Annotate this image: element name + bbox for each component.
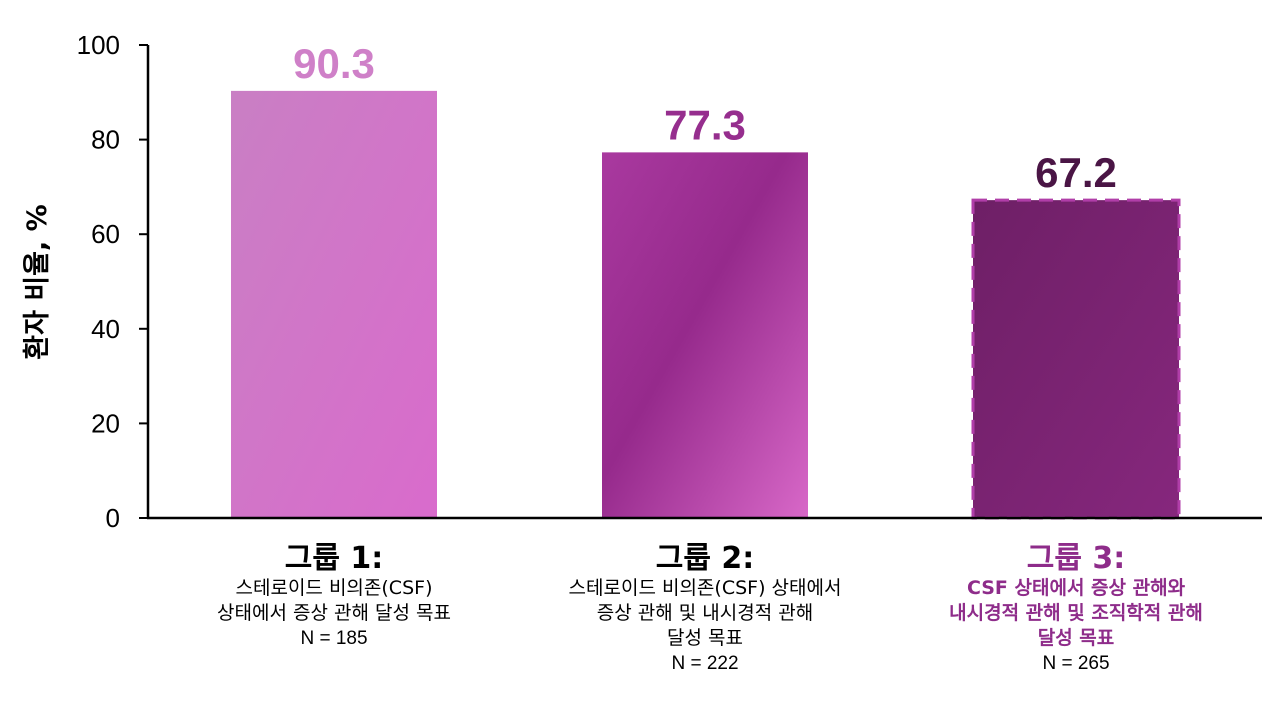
category-description-line: 달성 목표 bbox=[667, 627, 743, 649]
value-label-group-3: 67.2 bbox=[1035, 149, 1117, 196]
category-description-line: 상태에서 증상 관해 달성 목표 bbox=[217, 602, 451, 624]
sample-size-label: N = 265 bbox=[1042, 653, 1110, 674]
category-title: 그룹 1: bbox=[284, 541, 384, 576]
y-tick-label: 80 bbox=[91, 125, 120, 155]
y-tick-label: 20 bbox=[91, 408, 120, 438]
category-description-line: 증상 관해 및 내시경적 관해 bbox=[596, 602, 814, 624]
value-label-group-1: 90.3 bbox=[293, 40, 375, 87]
category-label-group-1: 그룹 1: 스테로이드 비의존(CSF) 상태에서 증상 관해 달성 목표 N = 1… bbox=[134, 542, 534, 651]
y-axis-label: 환자 비율, % bbox=[22, 204, 53, 359]
y-tick-label: 60 bbox=[91, 219, 120, 249]
category-description-line: 달성 목표 bbox=[1037, 627, 1115, 649]
bar-group-3 bbox=[971, 198, 1181, 520]
value-labels: 90.3 77.3 67.2 bbox=[293, 40, 1117, 196]
y-axis-ticks: 0 20 40 60 80 100 bbox=[77, 30, 148, 533]
category-title: 그룹 2: bbox=[655, 541, 755, 576]
sample-size-label: N = 222 bbox=[671, 653, 739, 674]
bars bbox=[231, 90, 1181, 520]
category-title: 그룹 3: bbox=[1026, 541, 1126, 576]
sample-size-label: N = 185 bbox=[300, 628, 368, 649]
value-label-group-2: 77.3 bbox=[664, 101, 746, 148]
y-tick-label: 40 bbox=[91, 314, 120, 344]
category-description-line: 내시경적 관해 및 조직학적 관해 bbox=[949, 602, 1203, 624]
bar-group-2 bbox=[602, 152, 808, 518]
category-description-line: CSF 상태에서 증상 관해와 bbox=[966, 577, 1186, 599]
bar-group-1 bbox=[231, 90, 437, 519]
y-tick-label: 100 bbox=[77, 30, 120, 60]
category-description-line: 스테로이드 비의존(CSF) bbox=[235, 577, 433, 599]
y-tick-label: 0 bbox=[106, 503, 120, 533]
category-description-line: 스테로이드 비의존(CSF) 상태에서 bbox=[568, 577, 842, 599]
